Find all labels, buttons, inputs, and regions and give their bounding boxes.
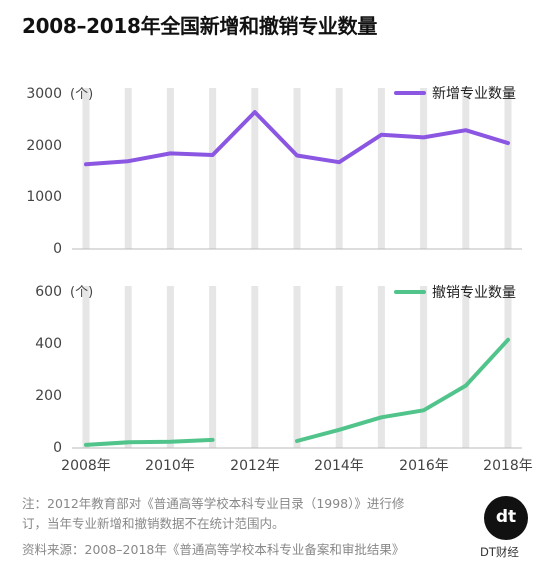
top-point-2015年 [379, 133, 383, 137]
bottom-gridbar-2 [166, 286, 174, 448]
x-tick-2018: 2018年 [483, 458, 533, 474]
bottom-point-2010年 [168, 440, 172, 444]
y-tick-bottom-2: 400 [35, 336, 62, 352]
x-tick-2012: 2012年 [230, 458, 280, 474]
top-point-2017年 [464, 128, 468, 132]
x-tick-2008: 2008年 [61, 458, 111, 474]
bottom-point-2014年 [337, 428, 341, 432]
top-gridbar-9 [462, 88, 470, 249]
top-point-2012年 [253, 110, 257, 114]
note-line-1: 注：2012年教育部对《普通高等学校本科专业目录（1998）》进行修 [22, 496, 405, 511]
bottom-gridbar-5 [293, 286, 301, 448]
bottom-gridbar-0 [82, 286, 90, 448]
bottom-gridbar-3 [209, 286, 217, 448]
series-new-majors [84, 110, 510, 167]
y-tick-bottom-0: 0 [53, 440, 62, 456]
y-tick-top-1: 1000 [26, 189, 62, 205]
top-point-2008年 [84, 162, 88, 166]
top-gridbar-1 [124, 88, 132, 249]
top-point-2013年 [295, 153, 299, 157]
chart-title: 2008–2018年全国新增和撤销专业数量 [22, 14, 378, 38]
bottom-line-segment [295, 337, 510, 443]
bottom-gridbar-6 [335, 286, 343, 448]
series-removed-majors [84, 337, 510, 447]
top-gridbar-10 [504, 88, 512, 249]
dt-logo: dt [484, 496, 528, 540]
top-point-2011年 [211, 153, 215, 157]
note-line-2: 订，当年专业新增和撤销数据不在统计范围内。 [22, 516, 285, 531]
top-gridbar-2 [166, 88, 174, 249]
bottom-point-2013年 [295, 439, 299, 443]
y-tick-top-0: 0 [53, 241, 62, 257]
top-point-2010年 [168, 151, 172, 155]
top-point-2016年 [422, 135, 426, 139]
y-tick-bottom-1: 200 [35, 388, 62, 404]
bottom-gridbar-10 [504, 286, 512, 448]
top-gridbar-3 [209, 88, 217, 249]
top-gridbar-6 [335, 88, 343, 249]
x-tick-2016: 2016年 [399, 458, 449, 474]
top-gridbar-5 [293, 88, 301, 249]
x-tick-2010: 2010年 [145, 458, 195, 474]
bottom-point-2015年 [379, 415, 383, 419]
unit-label-bottom: (个) [70, 285, 93, 300]
chart-canvas: 0 1000 2000 3000 (个) 新增专业数量 0 200 400 60… [26, 86, 533, 474]
y-tick-top-3: 3000 [26, 86, 62, 102]
unit-label-top: (个) [70, 87, 93, 102]
bottom-line-segment [84, 437, 215, 447]
bottom-gridbar-7 [377, 286, 385, 448]
source-note: 资料来源：2008–2018年《普通高等学校本科专业备案和审批结果》 [22, 542, 405, 557]
top-gridbar-0 [82, 88, 90, 249]
top-point-2014年 [337, 160, 341, 164]
bottom-point-2008年 [84, 443, 88, 447]
legend-label-bottom: 撤销专业数量 [432, 285, 516, 301]
bottom-point-2011年 [211, 438, 215, 442]
bottom-point-2018年 [506, 338, 510, 342]
bottom-gridbar-9 [462, 286, 470, 448]
grid-bottom [82, 286, 512, 448]
legend-label-top: 新增专业数量 [432, 86, 516, 102]
bottom-gridbar-1 [124, 286, 132, 448]
x-tick-2014: 2014年 [314, 458, 364, 474]
top-gridbar-4 [251, 88, 259, 249]
y-tick-top-2: 2000 [26, 138, 62, 154]
y-tick-bottom-3: 600 [35, 284, 62, 300]
bottom-point-2017年 [464, 384, 468, 388]
top-gridbar-7 [377, 88, 385, 249]
bottom-gridbar-8 [420, 286, 428, 448]
top-point-2018年 [506, 141, 510, 145]
top-point-2009年 [126, 159, 130, 163]
grid-top [82, 88, 512, 249]
bottom-point-2016年 [422, 408, 426, 412]
bottom-gridbar-4 [251, 286, 259, 448]
dt-logo-label: DT财经 [480, 545, 519, 559]
bottom-point-2009年 [126, 440, 130, 444]
top-gridbar-8 [420, 88, 428, 249]
